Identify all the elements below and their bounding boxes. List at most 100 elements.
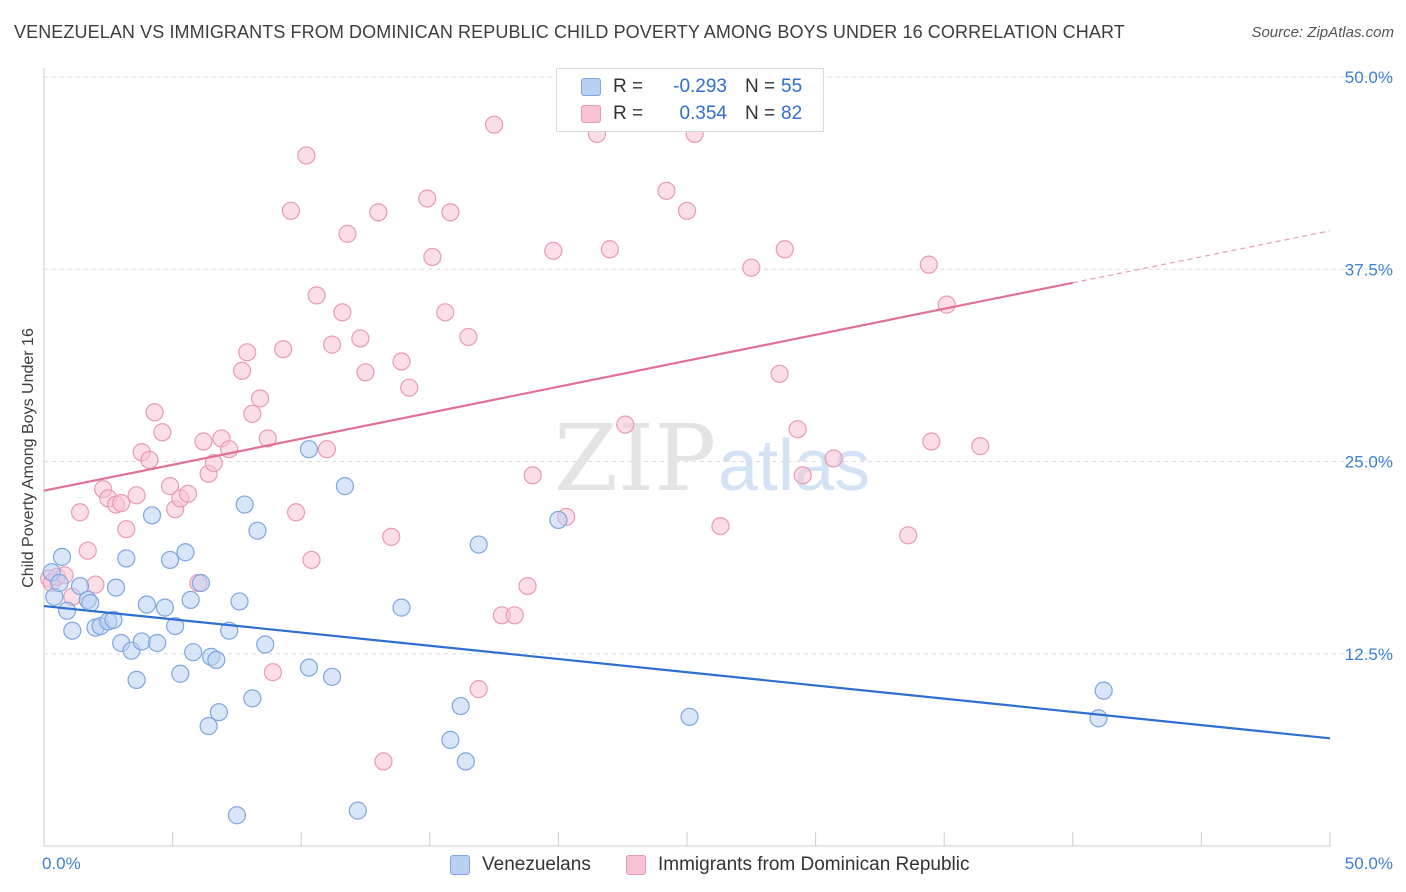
dominican-point: [523, 466, 542, 485]
dominican-point: [153, 423, 172, 442]
venezuelan-point: [235, 495, 254, 514]
venezuelan-point: [181, 590, 200, 610]
venezuelan-point: [469, 535, 488, 554]
venezuelan-point: [191, 573, 210, 593]
dominican-point: [711, 516, 730, 536]
y-tick-label: 37.5%: [1345, 260, 1393, 279]
venezuelan-point: [160, 550, 180, 570]
legend-r-value: 0.354: [679, 103, 727, 124]
venezuelan-point: [227, 806, 246, 825]
venezuelan-point: [127, 670, 146, 689]
venezuelan-point: [335, 477, 355, 496]
dominican-point: [322, 335, 342, 354]
dominican-point: [263, 663, 283, 682]
tick-labels: 12.5% 25.0% 37.5% 50.0% 0.0% 50.0%: [42, 68, 1393, 873]
venezuelan-point: [348, 801, 367, 820]
dominican-point: [302, 550, 321, 570]
venezuelan-point: [148, 633, 167, 653]
dominican-point: [356, 363, 375, 382]
dominican-point: [657, 181, 676, 200]
dominican-point: [423, 247, 442, 267]
legend-row-venezuelans: R = -0.293 N = 55: [581, 74, 802, 100]
venezuelan-point: [299, 658, 319, 677]
dominican-point: [281, 201, 301, 220]
venezuelan-point: [248, 521, 267, 540]
legend-row-dominican: R = 0.354 N = 82: [581, 101, 802, 127]
venezuelan-point: [176, 543, 195, 562]
venezuelan-point: [256, 635, 275, 654]
venezuelan-point: [456, 752, 475, 771]
dominican-point: [86, 575, 105, 594]
venezuelan-point: [322, 667, 342, 686]
dominican-point: [194, 432, 213, 451]
venezuelan-point: [199, 716, 218, 736]
bottom-legend-dominican: Immigrants from Dominican Republic: [626, 852, 970, 878]
legend-n-label: N =: [745, 103, 776, 124]
dominican-point: [469, 680, 488, 699]
y-tick-label: 50.0%: [1345, 68, 1393, 87]
venezuelan-point: [104, 610, 123, 630]
dominican-point: [145, 403, 164, 422]
dominican-point: [238, 343, 257, 362]
dominican-point: [382, 527, 401, 546]
bottom-legend-label: Venezuelans: [482, 854, 591, 875]
dominican-point: [677, 201, 697, 220]
venezuelan-point: [166, 616, 185, 636]
chart-source: Source: ZipAtlas.com: [1251, 24, 1394, 41]
dominican-trend-line: [43, 281, 1074, 492]
watermark-zip: ZIP: [554, 405, 716, 512]
legend-n-value: 82: [781, 103, 803, 124]
legend-n-label: N =: [745, 76, 776, 97]
dominican-point: [333, 303, 352, 322]
dominican-point: [70, 503, 90, 522]
venezuelan-point: [142, 506, 162, 525]
dominican-point: [518, 576, 537, 596]
x-tick-label: 0.0%: [42, 854, 81, 873]
dominican-point: [418, 189, 437, 208]
dominican-point: [374, 752, 393, 771]
dominican-point: [485, 115, 504, 134]
dominican-point: [338, 224, 357, 243]
trend-lines: [43, 230, 1331, 740]
dominican-point: [160, 477, 180, 496]
series-venezuelan-points: [42, 440, 1113, 825]
dominican-point: [274, 340, 293, 359]
dominican-point: [899, 526, 918, 545]
dominican-point: [243, 404, 262, 423]
venezuelan-point: [184, 643, 203, 662]
x-tick-label: 50.0%: [1345, 854, 1393, 873]
legend-swatch-blue: [581, 78, 601, 96]
venezuelan-trend-line: [43, 604, 1331, 740]
venezuelan-point: [117, 549, 136, 568]
dominican-point: [112, 493, 131, 513]
legend-swatch-pink: [581, 105, 601, 123]
venezuelan-point: [243, 689, 262, 708]
venezuelan-point: [451, 696, 470, 716]
legend-r-label: R =: [613, 103, 644, 124]
dominican-point: [544, 241, 563, 260]
dominican-point: [600, 240, 619, 259]
venezuelan-point: [230, 592, 249, 611]
venezuelan-point: [392, 598, 411, 617]
venezuelan-point: [132, 632, 151, 651]
dominican-point: [297, 146, 316, 165]
dominican-point: [919, 255, 938, 274]
dominican-point: [775, 240, 794, 259]
dominican-point: [351, 329, 370, 348]
venezuelan-point: [441, 730, 460, 749]
dominican-point: [441, 203, 460, 222]
venezuelan-point: [171, 664, 190, 683]
venezuelan-point: [50, 573, 69, 593]
bottom-legend-swatch-blue: [450, 855, 470, 875]
bottom-legend-label: Immigrants from Dominican Republic: [658, 854, 970, 875]
venezuelan-point: [70, 576, 90, 596]
dominican-trend-extension: [1072, 230, 1331, 284]
dominican-point: [232, 361, 252, 380]
legend-n-value: 55: [781, 76, 803, 97]
watermark-atlas: atlas: [718, 426, 870, 506]
dominican-point: [204, 453, 223, 473]
venezuelan-point: [58, 601, 77, 620]
venezuelan-point: [81, 593, 100, 613]
dominican-point: [307, 286, 326, 305]
venezuelan-point: [1089, 709, 1108, 728]
